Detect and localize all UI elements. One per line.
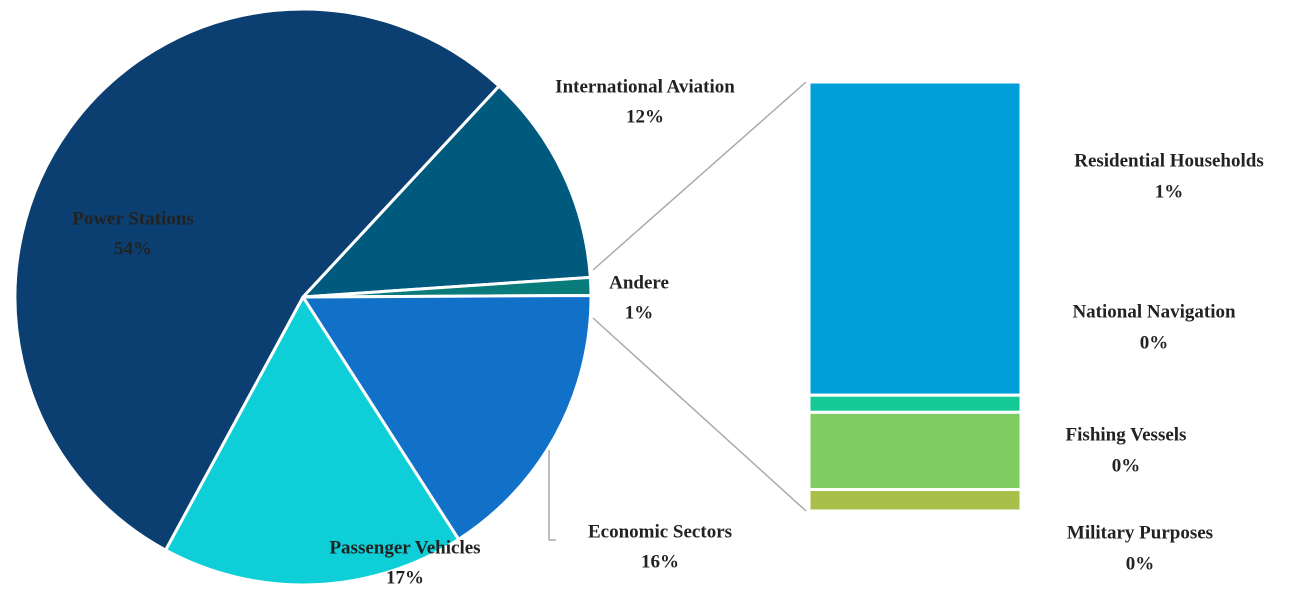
segment-label: National Navigation bbox=[1072, 301, 1236, 322]
slice-value-label: 54% bbox=[114, 238, 152, 259]
segment-value-label: 0% bbox=[1112, 455, 1141, 476]
bar-segment bbox=[807, 80, 1023, 397]
leader-line bbox=[548, 450, 556, 541]
connector-line bbox=[592, 317, 807, 512]
segment-value-label: 0% bbox=[1126, 553, 1155, 574]
segment-value-label: 0% bbox=[1140, 332, 1169, 353]
slice-label: Andere bbox=[609, 272, 669, 293]
slice-label: Power Stations bbox=[72, 208, 194, 229]
slice-label: Economic Sectors bbox=[588, 521, 732, 542]
bar-segment bbox=[807, 393, 1023, 414]
bar-segment bbox=[807, 410, 1023, 492]
pie-slice bbox=[300, 293, 593, 542]
slice-label: Passenger Vehicles bbox=[329, 537, 480, 558]
segment-label: Military Purposes bbox=[1067, 522, 1213, 543]
segment-label: Fishing Vessels bbox=[1066, 424, 1187, 445]
slice-value-label: 12% bbox=[626, 106, 664, 127]
segment-value-label: 1% bbox=[1155, 181, 1184, 202]
segment-label: Residential Households bbox=[1074, 150, 1264, 171]
slice-label: International Aviation bbox=[555, 76, 735, 97]
bar-segment bbox=[807, 488, 1023, 513]
pie-slice bbox=[163, 294, 461, 587]
connector-line bbox=[592, 81, 807, 271]
pie-slice bbox=[299, 83, 592, 299]
slice-value-label: 16% bbox=[641, 551, 679, 572]
slice-value-label: 17% bbox=[386, 567, 424, 588]
slice-value-label: 1% bbox=[625, 302, 654, 323]
pie-slice bbox=[13, 7, 502, 553]
